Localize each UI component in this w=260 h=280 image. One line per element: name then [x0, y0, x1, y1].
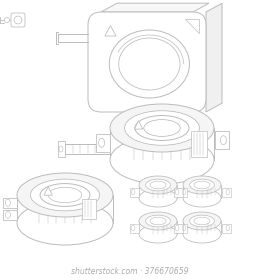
Ellipse shape [40, 184, 90, 206]
Polygon shape [134, 121, 143, 129]
Ellipse shape [183, 212, 221, 230]
Text: shutterstock.com · 376670659: shutterstock.com · 376670659 [71, 267, 189, 277]
Polygon shape [191, 131, 207, 157]
Polygon shape [222, 224, 231, 233]
Ellipse shape [135, 116, 189, 141]
Ellipse shape [146, 215, 170, 227]
Ellipse shape [190, 179, 214, 191]
Polygon shape [105, 25, 116, 36]
Ellipse shape [183, 225, 221, 243]
Polygon shape [3, 198, 17, 208]
Ellipse shape [139, 176, 177, 194]
Polygon shape [215, 131, 229, 149]
Ellipse shape [194, 217, 210, 225]
Ellipse shape [139, 189, 177, 207]
Polygon shape [3, 210, 17, 220]
Polygon shape [185, 19, 199, 33]
Polygon shape [130, 188, 139, 197]
Polygon shape [58, 141, 65, 157]
FancyBboxPatch shape [11, 13, 25, 27]
Ellipse shape [17, 201, 113, 245]
Polygon shape [139, 221, 177, 234]
Ellipse shape [109, 30, 190, 98]
Polygon shape [178, 188, 187, 197]
Ellipse shape [30, 179, 100, 211]
Polygon shape [130, 224, 139, 233]
Polygon shape [174, 224, 183, 233]
Ellipse shape [14, 16, 22, 24]
Polygon shape [206, 3, 222, 112]
FancyBboxPatch shape [88, 12, 206, 112]
Polygon shape [17, 195, 113, 223]
Ellipse shape [190, 215, 214, 227]
Polygon shape [139, 185, 177, 198]
Ellipse shape [110, 104, 214, 152]
Polygon shape [174, 188, 183, 197]
Ellipse shape [59, 146, 63, 152]
Ellipse shape [110, 136, 214, 184]
Ellipse shape [4, 18, 10, 22]
Ellipse shape [150, 217, 166, 225]
Ellipse shape [139, 225, 177, 243]
Polygon shape [110, 128, 214, 160]
Ellipse shape [48, 187, 82, 203]
Polygon shape [82, 199, 96, 219]
Polygon shape [96, 134, 110, 152]
Ellipse shape [139, 212, 177, 230]
Polygon shape [65, 144, 110, 154]
Polygon shape [44, 187, 53, 195]
Ellipse shape [125, 111, 199, 145]
Polygon shape [222, 188, 231, 197]
Ellipse shape [146, 179, 170, 191]
Ellipse shape [17, 173, 113, 217]
Polygon shape [183, 185, 221, 198]
Ellipse shape [194, 181, 210, 189]
Ellipse shape [183, 189, 221, 207]
Polygon shape [183, 221, 221, 234]
Ellipse shape [150, 181, 166, 189]
Ellipse shape [144, 120, 180, 136]
Ellipse shape [119, 38, 180, 90]
Polygon shape [101, 3, 209, 12]
Polygon shape [178, 224, 187, 233]
Ellipse shape [183, 176, 221, 194]
